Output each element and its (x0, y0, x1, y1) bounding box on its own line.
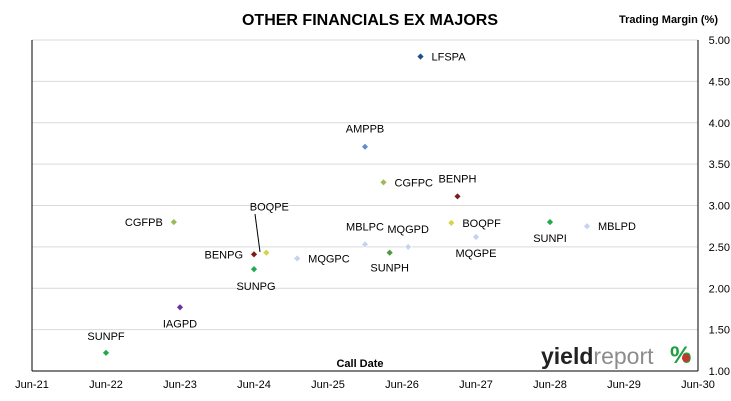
point-label-mqgpc: MQGPC (308, 253, 350, 265)
x-tick-label: Jun-22 (89, 379, 123, 391)
y-tick-label: 3.50 (709, 159, 730, 171)
point-labels: SUNPF IAGPD CGFPB BENPG SUNPG BOQPE MQGPC MBLPC… (87, 52, 636, 343)
point-label-sunpg: SUNPG (236, 281, 275, 293)
point-label-amppb: AMPPB (346, 124, 385, 136)
logo-red-dot-icon (682, 354, 690, 362)
point-label-sunpf: SUNPF (87, 331, 125, 343)
point-mblpd (583, 222, 591, 231)
y-axis-ticks: 1.00 1.50 2.00 2.50 3.00 3.50 4.00 4.50 5.00 (709, 35, 730, 378)
point-label-lfspa: LFSPA (432, 52, 467, 64)
point-iagpd (176, 303, 184, 312)
point-sunpi (546, 218, 554, 226)
point-cgfpb (169, 218, 178, 226)
y-tick-label: 4.50 (709, 76, 730, 88)
point-mqgpd (404, 242, 413, 251)
logo-percent-icon: % (670, 342, 691, 369)
point-label-mqgpd: MQGPD (387, 224, 429, 236)
point-label-boqpf: BOQPF (462, 218, 501, 230)
yieldreport-logo: yieldreport % (541, 342, 691, 369)
y-tick-label: 4.00 (709, 118, 730, 130)
point-mqgpe (472, 233, 480, 241)
point-boqpf (447, 218, 456, 227)
boqpe-leader-line (254, 213, 261, 253)
gridlines (32, 39, 698, 331)
point-benph (453, 192, 462, 201)
point-label-mblpc: MBLPC (346, 221, 384, 233)
y-tick-label: 3.00 (709, 201, 730, 213)
point-boqpe (262, 248, 271, 257)
logo-yield-text: yield (541, 343, 593, 369)
x-axis-title: Call Date (336, 358, 383, 370)
y-tick-label: 1.50 (709, 325, 730, 337)
point-lfspa (416, 52, 425, 61)
point-label-benph: BENPH (439, 173, 477, 185)
x-tick-label: Jun-26 (385, 379, 419, 391)
point-label-sunpi: SUNPI (533, 233, 567, 245)
x-tick-label: Jun-23 (163, 379, 197, 391)
x-tick-label: Jun-27 (459, 379, 493, 391)
x-tick-label: Jun-21 (15, 379, 49, 391)
point-sunpf (102, 348, 110, 357)
x-tick-label: Jun-30 (681, 379, 715, 391)
logo-report-text: report (593, 343, 654, 369)
point-label-mqgpe: MQGPE (456, 248, 497, 260)
point-label-cgfpb: CGFPB (125, 217, 163, 229)
point-mqgpc (293, 254, 302, 263)
y-tick-label: 1.00 (709, 366, 730, 378)
x-tick-label: Jun-25 (311, 379, 345, 391)
point-label-iagpd: IAGPD (163, 318, 197, 330)
point-label-mblpd: MBLPD (598, 221, 636, 233)
x-tick-label: Jun-24 (237, 379, 271, 391)
y-tick-label: 2.50 (709, 242, 730, 254)
y-tick-label: 2.00 (709, 283, 730, 295)
point-label-boqpe: BOQPE (250, 202, 289, 214)
x-axis-ticks: Jun-21 Jun-22 Jun-23 Jun-24 Jun-25 Jun-26 Jun-… (15, 379, 715, 391)
chart-title: OTHER FINANCIALS EX MAJORS (242, 12, 498, 29)
data-points (102, 52, 591, 357)
y-tick-label: 5.00 (709, 35, 730, 47)
point-label-benpg: BENPG (204, 249, 243, 261)
point-benpg (250, 250, 258, 259)
point-sunpg (250, 265, 258, 274)
x-tick-label: Jun-29 (607, 379, 641, 391)
point-label-cgfpc: CGFPC (395, 177, 434, 189)
y-axis-title: Trading Margin (%) (619, 14, 718, 26)
point-label-sunph: SUNPH (370, 263, 409, 275)
point-cgfpc (379, 178, 388, 187)
svg-text:yieldreport: yieldreport (541, 343, 654, 369)
point-sunph (385, 248, 394, 257)
x-tick-label: Jun-28 (533, 379, 567, 391)
point-amppb (361, 142, 369, 151)
point-mblpc (361, 240, 369, 249)
